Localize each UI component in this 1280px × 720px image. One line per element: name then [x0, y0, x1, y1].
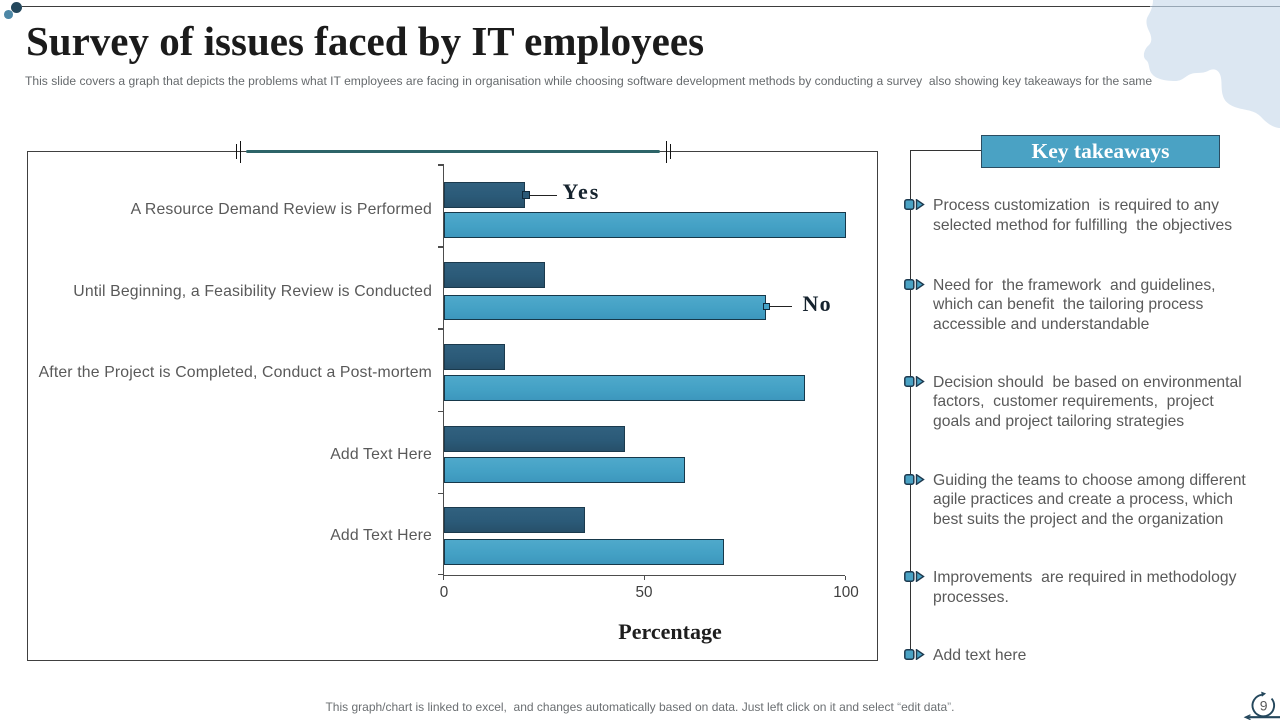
svg-text:9: 9 — [1260, 698, 1268, 714]
